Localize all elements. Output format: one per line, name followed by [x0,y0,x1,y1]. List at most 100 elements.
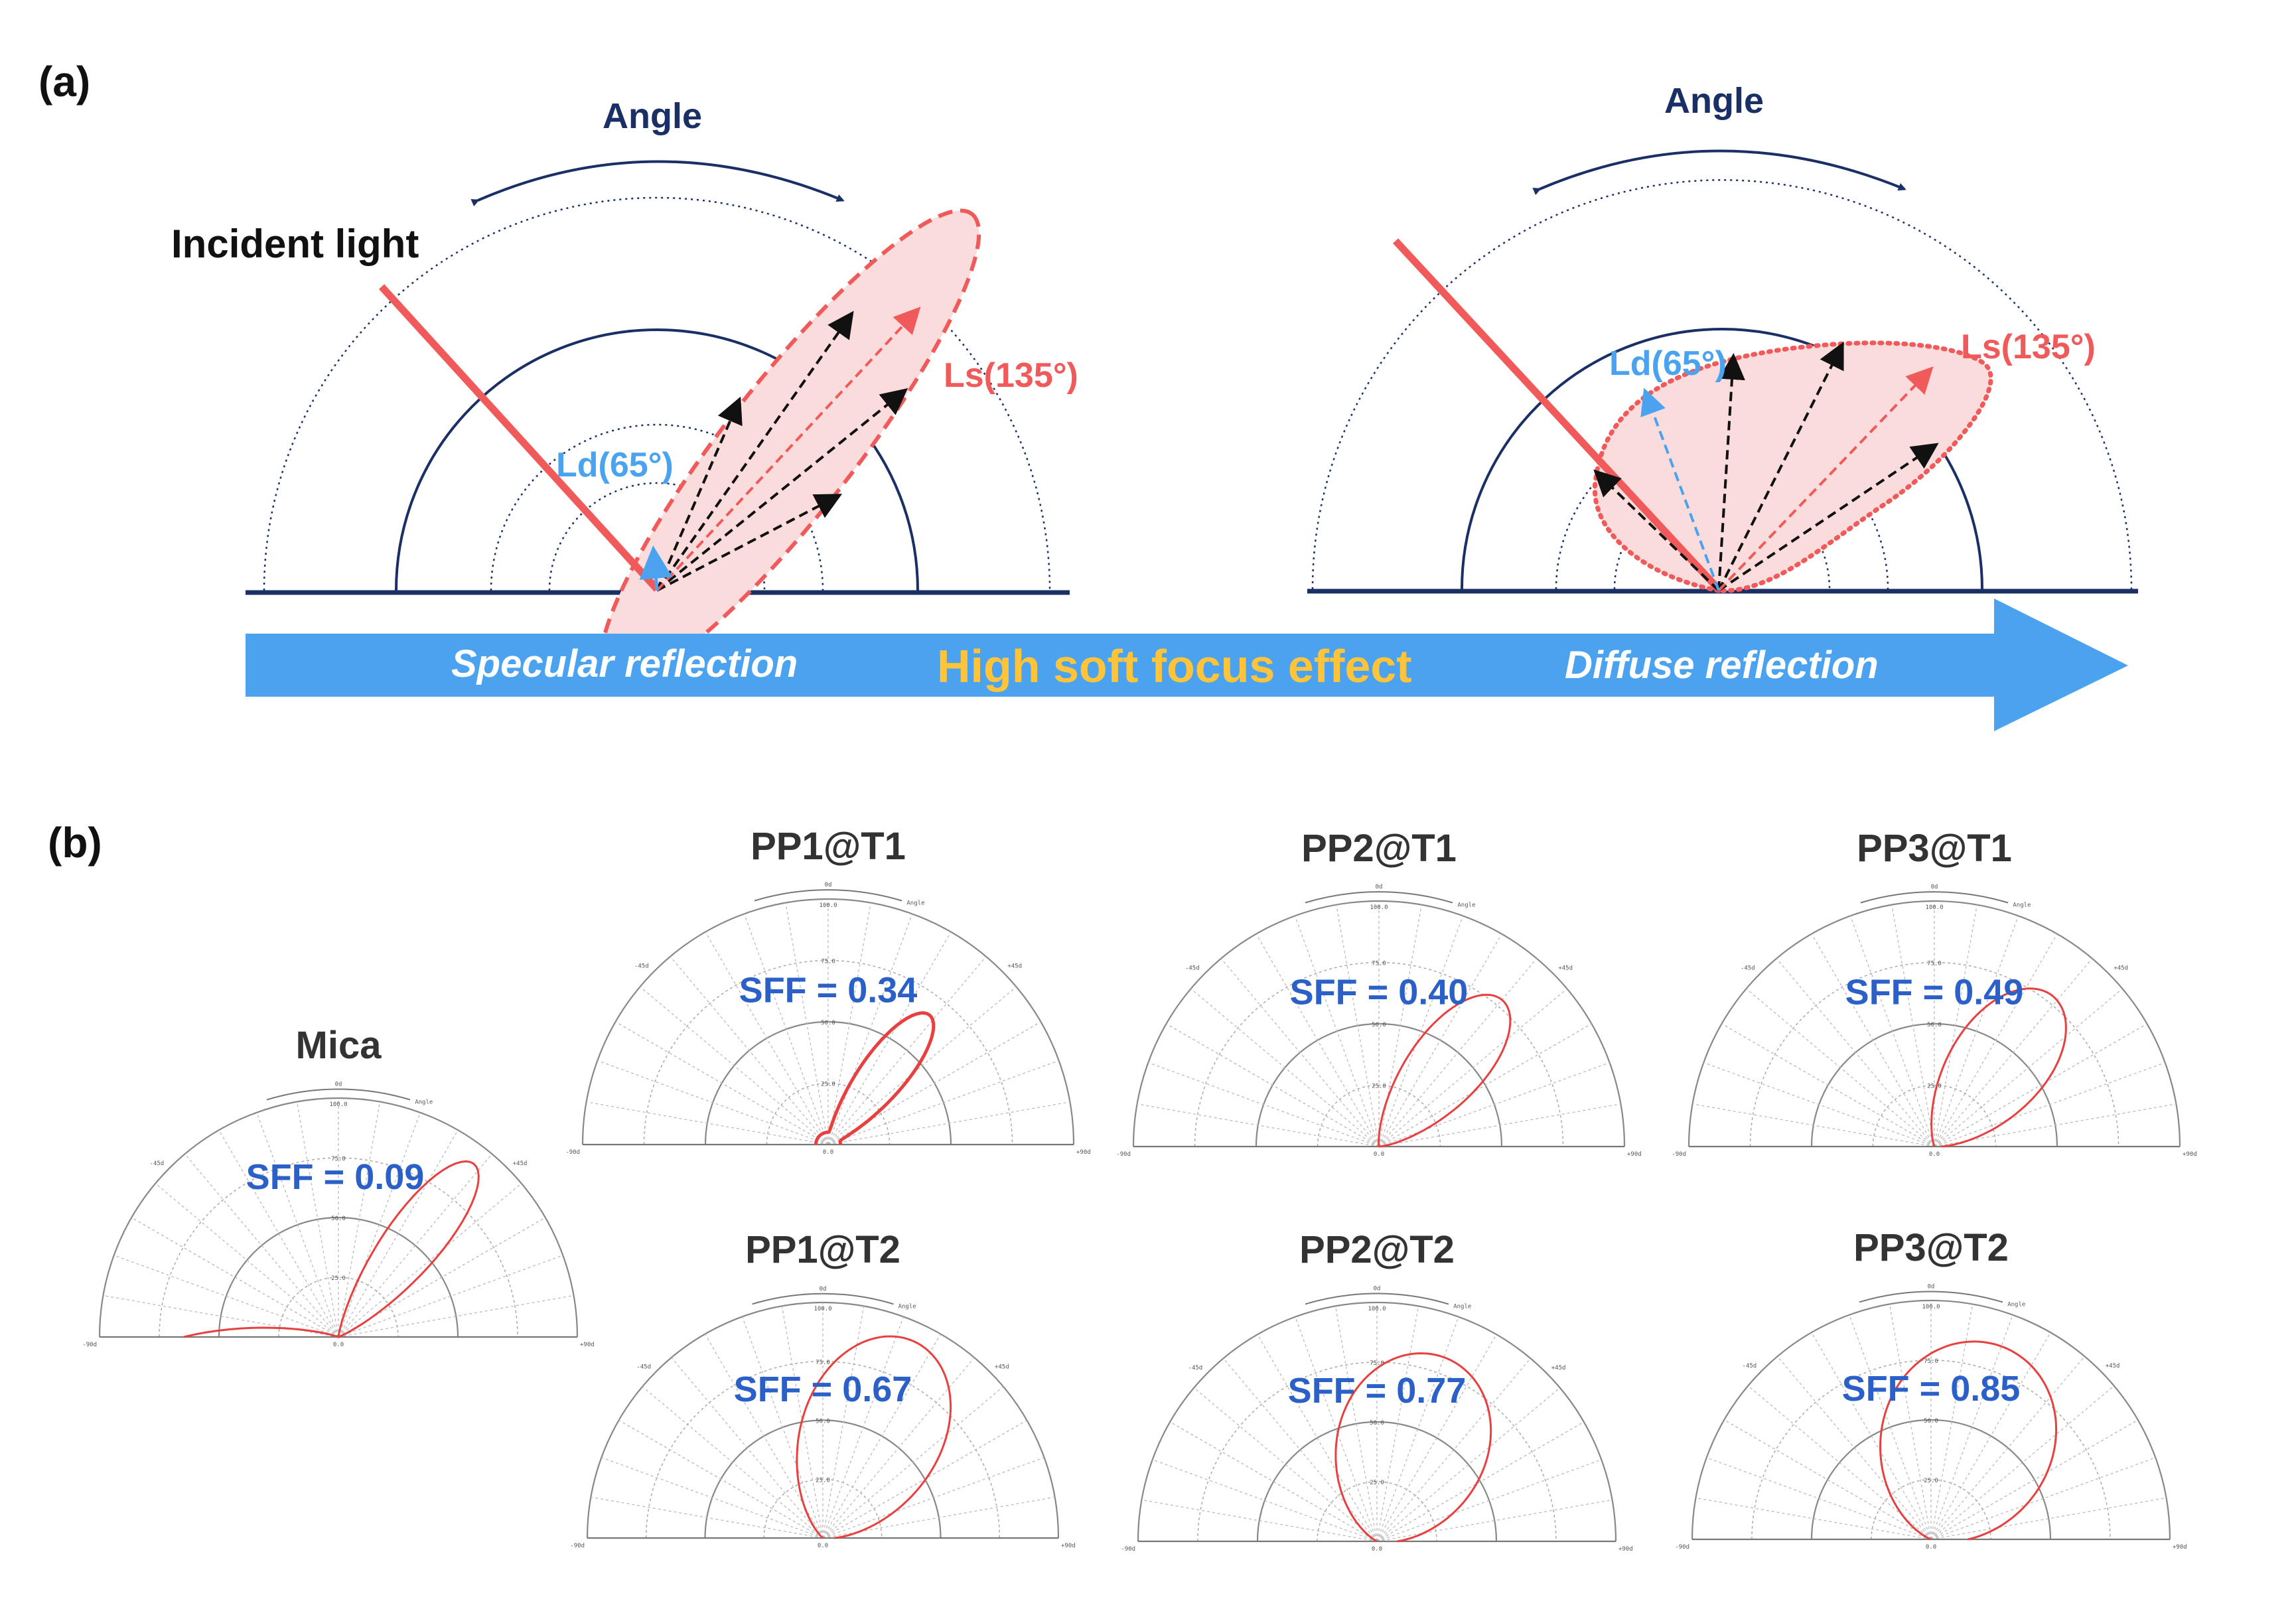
polar-spoke [1849,1314,1932,1540]
polar-spoke [1190,988,1380,1147]
polar-spoke [822,1334,942,1539]
tick-label-r25: 25.0 [1370,1480,1384,1486]
polar-ring [1317,1481,1437,1542]
reflected-arrow [656,387,908,592]
tick-label-right: +90d [580,1342,595,1348]
polar-spoke [597,1060,829,1145]
tick-label-upper-right: +45d [2106,1363,2120,1369]
polar-spoke [1376,1499,1613,1542]
polar-spoke [1376,1358,1531,1542]
tick-label-r100: 100.0 [1922,1304,1940,1310]
polar-spoke [1152,1459,1378,1542]
polar-spoke [1220,958,1380,1147]
polar-spoke [618,1419,824,1539]
reflected-arrow [1717,353,1745,591]
polar-spoke [1334,1306,1378,1542]
soft-focus-arrow: Specular reflection High soft focus effe… [246,598,2128,731]
polar-spoke [113,1255,339,1338]
tick-label-right: +90d [1061,1543,1076,1549]
polar-plot: -90d +90d 0d Angle -45d +45d 0.0 25.0 50.0 75.0 10… [1672,827,2196,1158]
tick-label-left: -90d [1672,1151,1686,1158]
angle-arrow [470,160,845,207]
polar-spoke [338,1295,574,1338]
sff-label: SFF = 0.09 [246,1157,425,1197]
polar-spoke [827,1060,1059,1145]
tick-label-upper-right: +45d [1007,963,1022,970]
tick-label-upper-left: -45d [150,1160,165,1167]
polar-spoke [1934,934,2058,1147]
polar-spoke [827,1101,1070,1145]
polar-plot: -90d +90d 0d Angle -45d +45d 0.0 25.0 50.0 75.0 10… [1675,1226,2187,1551]
reflection-lobe [1879,1340,2058,1541]
tick-label-upper-left: -45d [1743,1363,1757,1369]
polar-spoke [1703,1062,1935,1147]
ls-arrow [1717,366,1934,592]
polar-spoke [586,1101,829,1145]
polar-spoke [785,902,829,1145]
polar-spoke [1930,1419,2139,1540]
polar-spoke [1257,1334,1378,1542]
polar-spoke [1934,958,2093,1147]
tick-label-right: +90d [2173,1544,2187,1551]
tick-label-right: +90d [1618,1546,1633,1553]
ld-label-right: Ld(65°) [1609,344,1727,383]
tick-label-zero: 0.0 [823,1149,833,1156]
tick-label-zero: 0.0 [1929,1151,1940,1158]
polar-spoke [1692,1103,1935,1147]
polar-spoke [642,1386,824,1539]
reflection-lobe [814,1011,936,1146]
polar-plot: -90d +90d 0d Angle -45d +45d 0.0 25.0 50.0 75.0 10… [1121,1228,1632,1553]
tick-label-right: +90d [1627,1151,1642,1158]
polar-spoke [1378,1062,1610,1147]
tick-label-top: 0d [1374,1286,1381,1293]
angle-label-right: Angle [1664,81,1764,121]
polar-spoke [1934,1062,2165,1147]
polar-spoke [743,914,829,1145]
polar-spoke [1934,1103,2177,1147]
polar-spoke [827,956,987,1145]
angle-indicator [266,1088,411,1101]
polar-plots: -90d +90d 0d Angle -45d +45d 0.0 25.0 50.0 75.0 10… [82,825,2196,1553]
tick-label-top: 0d [1376,884,1383,890]
polar-ring [1751,1360,2111,1540]
tick-label-r100: 100.0 [819,902,837,909]
solid-arc [1461,328,1983,590]
polar-spoke [741,1316,824,1539]
sff-label: SFF = 0.77 [1288,1371,1467,1411]
polar-spoke [1777,1356,1932,1540]
tick-label-r25: 25.0 [1372,1084,1386,1090]
polar-spoke [1849,916,1935,1147]
polar-ring [278,1277,399,1338]
tick-label-upper-left: -45d [1185,965,1200,972]
polar-spoke [671,1357,824,1539]
tick-label-r75: 75.0 [816,1360,830,1366]
polar-spoke [1376,1316,1459,1542]
tick-label-r100: 100.0 [814,1306,831,1312]
tick-label-zero: 0.0 [818,1543,828,1549]
polar-spoke [1930,1497,2167,1540]
angle-indicator [752,1293,894,1305]
polar-spoke [184,1153,339,1338]
polar-title: PP3@T2 [1853,1226,2009,1269]
angle-arrow [1532,149,1906,196]
polar-spoke [256,1112,339,1338]
incident-light-ray [1392,238,1721,591]
polar-ring [159,1157,518,1338]
tick-label-upper-right: +45d [1551,1365,1566,1371]
polar-ring [98,1097,579,1338]
tick-label-r25: 25.0 [816,1477,830,1484]
polar-plot: -90d +90d 0d Angle -45d +45d 0.0 25.0 50.0 75.0 10… [82,1024,594,1348]
polar-ring [1871,1479,1991,1540]
tick-label-r25: 25.0 [821,1082,835,1088]
polar-title: PP1@T1 [751,825,906,868]
polar-ring [1137,1301,1617,1542]
tick-label-r75: 75.0 [1927,961,1942,967]
reflection-lobe [183,1160,480,1339]
polar-spoke [615,1021,829,1145]
tick-label-r75: 75.0 [1370,1360,1384,1367]
polar-spoke [1378,904,1422,1147]
incident-light-label: Incident light [171,222,419,266]
polar-spoke [827,932,952,1145]
tick-label-r50: 50.0 [1370,1420,1384,1427]
tick-label-left: -90d [1121,1546,1135,1553]
